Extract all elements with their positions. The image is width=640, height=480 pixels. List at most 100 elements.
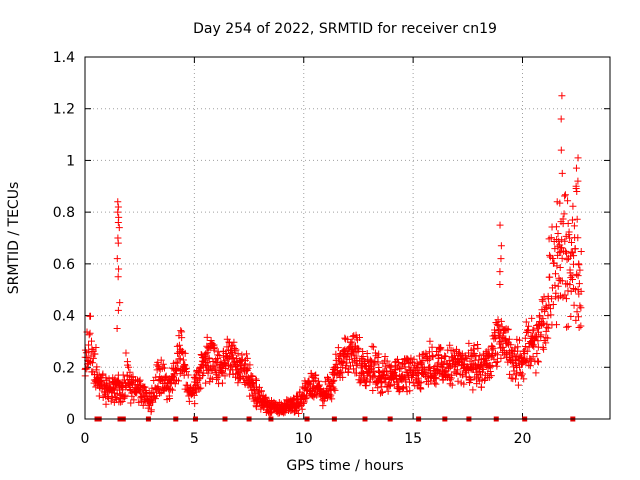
data-point	[429, 353, 437, 361]
data-point	[558, 92, 566, 100]
data-point	[339, 373, 347, 381]
data-point	[487, 372, 495, 380]
data-point	[504, 325, 512, 333]
data-point	[222, 364, 230, 372]
data-point	[406, 378, 414, 386]
data-point	[533, 349, 541, 357]
data-point	[234, 379, 242, 387]
data-point	[573, 308, 581, 316]
data-point	[243, 350, 251, 358]
data-point	[570, 252, 578, 260]
data-point	[546, 305, 554, 313]
data-point	[340, 357, 348, 365]
y-tick-label: 1.2	[53, 102, 75, 118]
data-point	[555, 249, 563, 257]
data-point	[89, 359, 97, 367]
data-point	[520, 375, 528, 383]
x-tick-label: 15	[404, 431, 422, 447]
data-point	[441, 367, 449, 375]
data-point	[561, 291, 569, 299]
data-point	[344, 335, 352, 343]
data-point	[497, 354, 505, 362]
data-point	[114, 273, 122, 281]
data-point	[493, 362, 501, 370]
data-point	[141, 383, 149, 391]
axis-ticks: 0 0.2 0.4 0.6 0.8 1 1.2 1.4 0 5 10 15 20	[53, 50, 610, 447]
data-point	[405, 359, 413, 367]
data-point	[159, 360, 167, 368]
data-point	[205, 355, 213, 363]
data-point	[221, 372, 229, 380]
data-point	[156, 389, 164, 397]
data-point	[115, 224, 123, 232]
data-point	[505, 335, 513, 343]
data-point	[291, 408, 299, 416]
data-point	[497, 317, 505, 325]
data-point	[417, 360, 425, 368]
data-point	[402, 383, 410, 391]
data-point	[218, 368, 226, 376]
data-point	[394, 359, 402, 367]
data-point	[474, 344, 482, 352]
data-point	[312, 371, 320, 379]
data-point	[337, 369, 345, 377]
data-point	[330, 376, 338, 384]
data-point	[479, 365, 487, 373]
data-point	[521, 334, 529, 342]
data-point	[516, 336, 523, 344]
data-point	[170, 371, 178, 379]
data-point	[539, 297, 547, 305]
data-point	[575, 324, 583, 332]
data-point	[544, 334, 552, 342]
data-point	[512, 375, 520, 383]
y-tick-label: 0	[66, 412, 75, 428]
data-point	[249, 380, 257, 388]
data-point	[149, 389, 157, 397]
data-point	[182, 368, 190, 376]
data-point	[355, 345, 363, 353]
data-point	[573, 215, 581, 223]
data-point	[428, 343, 436, 351]
data-point	[93, 363, 101, 371]
data-point	[422, 349, 430, 357]
data-point	[527, 357, 535, 365]
data-point	[320, 397, 328, 405]
y-axis-label: SRMTID / TECUs	[6, 182, 22, 295]
data-point	[113, 390, 121, 398]
data-point	[573, 187, 581, 195]
data-point	[356, 379, 364, 387]
data-point	[381, 352, 389, 360]
data-point	[128, 392, 136, 400]
data-point	[358, 354, 366, 362]
data-point	[175, 341, 183, 349]
data-point	[569, 202, 577, 210]
data-point	[566, 234, 574, 242]
data-point	[373, 378, 381, 386]
data-point	[370, 343, 378, 351]
data-point	[136, 376, 144, 384]
data-point	[386, 382, 394, 390]
data-point	[107, 397, 115, 405]
data-point	[363, 350, 371, 358]
data-point	[393, 355, 401, 363]
data-point	[564, 197, 572, 205]
data-point	[213, 373, 221, 381]
data-point	[191, 400, 199, 408]
data-point	[375, 363, 383, 371]
data-point	[523, 347, 531, 355]
data-point	[573, 270, 581, 278]
data-point	[569, 276, 577, 284]
data-point	[406, 387, 414, 395]
data-point	[475, 356, 483, 364]
data-point	[407, 354, 415, 362]
data-point	[556, 199, 564, 207]
data-point	[453, 366, 461, 374]
data-point	[378, 388, 386, 396]
data-point	[534, 337, 542, 345]
data-point	[564, 219, 572, 227]
data-point	[552, 223, 560, 231]
data-point	[95, 392, 103, 400]
data-point	[399, 385, 407, 393]
data-point	[454, 377, 462, 385]
